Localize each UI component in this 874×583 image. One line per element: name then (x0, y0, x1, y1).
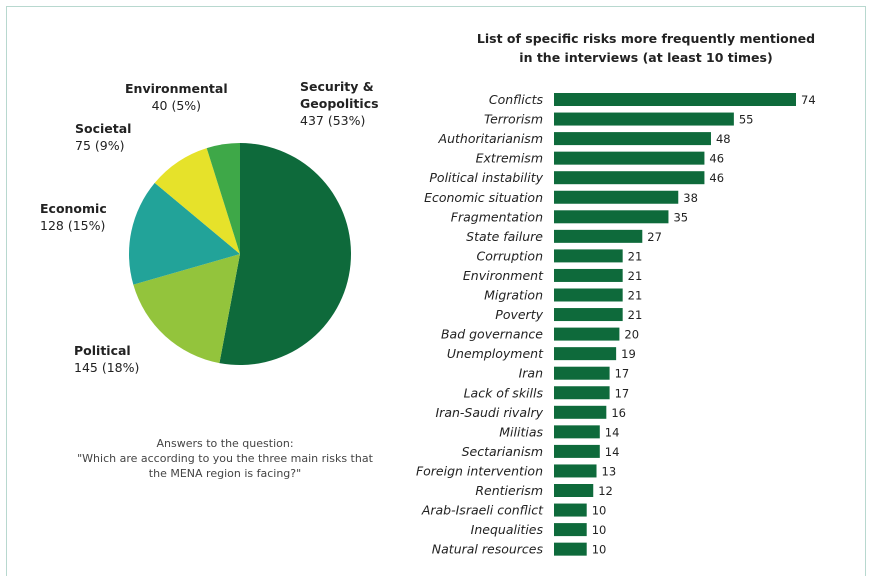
bar-value-corruption: 21 (628, 249, 643, 263)
bar-iran (554, 366, 610, 380)
label-political-value: 145 (18%) (74, 360, 140, 375)
pie-slice-security (219, 143, 351, 365)
bar-label-state-failure: State failure (466, 229, 543, 244)
bar-value-economic-situation: 38 (683, 191, 698, 205)
bar-label-inequalities: Inequalities (471, 522, 544, 537)
pie-slice-political (133, 254, 240, 364)
bar-value-iran: 17 (615, 367, 630, 381)
bar-value-natural-resources: 10 (592, 543, 607, 557)
bar-value-lack-of-skills: 17 (615, 386, 630, 400)
bar-arab-israeli-conflict (554, 503, 587, 517)
label-societal: Societal 75 (9%) (75, 120, 131, 154)
bar-value-extremism: 46 (709, 152, 724, 166)
bar-label-iran-saudi-rivalry: Iran-Saudi rivalry (436, 405, 544, 420)
bar-value-conflicts: 74 (801, 93, 816, 107)
bar-extremism (554, 151, 705, 165)
bar-label-conflicts: Conflicts (489, 92, 544, 107)
figure-frame (6, 6, 866, 576)
bar-value-unemployment: 19 (621, 347, 636, 361)
bar-label-migration: Migration (484, 288, 543, 303)
pie-slice-societal (154, 148, 240, 254)
bar-value-political-instability: 46 (709, 171, 724, 185)
bar-label-terrorism: Terrorism (484, 112, 543, 127)
bar-environment (554, 268, 623, 282)
bar-label-authoritarianism: Authoritarianism (438, 131, 543, 146)
bar-migration (554, 288, 623, 302)
bar-fragmentation (554, 210, 669, 224)
bar-value-militias: 14 (605, 425, 620, 439)
label-security-name: Security & Geopolitics (300, 79, 379, 111)
bar-label-iran: Iran (519, 366, 543, 381)
pie-slice-environmental (206, 143, 240, 254)
bar-label-unemployment: Unemployment (447, 346, 544, 361)
bar-label-corruption: Corruption (477, 248, 544, 263)
bar-label-foreign-intervention: Foreign intervention (416, 463, 543, 478)
bar-value-state-failure: 27 (647, 230, 662, 244)
bar-authoritarianism (554, 132, 711, 146)
bar-poverty (554, 308, 623, 322)
bar-militias (554, 425, 600, 439)
bar-label-militias: Militias (499, 424, 543, 439)
bar-label-rentierism: Rentierism (475, 483, 543, 498)
bar-value-migration: 21 (628, 289, 643, 303)
label-environmental: Environmental 40 (5%) (125, 80, 228, 114)
bar-rentierism (554, 484, 594, 497)
bar-label-bad-governance: Bad governance (441, 327, 543, 342)
bar-foreign-intervention (554, 464, 597, 478)
bar-value-environment: 21 (628, 269, 643, 283)
bar-value-arab-israeli-conflict: 10 (592, 504, 607, 518)
label-environmental-value: 40 (5%) (151, 98, 202, 113)
bar-iran-saudi-rivalry (554, 405, 607, 419)
label-environmental-name: Environmental (125, 81, 228, 96)
bar-label-political-instability: Political instability (429, 170, 543, 185)
bar-value-rentierism: 12 (598, 484, 613, 498)
bar-label-economic-situation: Economic situation (424, 190, 543, 205)
label-economic-name: Economic (40, 201, 107, 216)
bar-value-sectarianism: 14 (605, 445, 620, 459)
label-economic: Economic 128 (15%) (40, 200, 107, 234)
bar-conflicts (554, 93, 796, 106)
bar-value-iran-saudi-rivalry: 16 (611, 406, 626, 420)
pie-question-caption: Answers to the question: "Which are acco… (77, 437, 373, 480)
bar-value-inequalities: 10 (592, 523, 607, 537)
bar-label-extremism: Extremism (476, 151, 543, 166)
bar-value-poverty: 21 (628, 308, 643, 322)
label-security-value: 437 (53%) (300, 113, 366, 128)
label-societal-value: 75 (9%) (75, 138, 125, 153)
bar-economic-situation (554, 190, 679, 204)
bar-sectarianism (554, 444, 600, 458)
bar-label-lack-of-skills: Lack of skills (464, 385, 544, 400)
label-economic-value: 128 (15%) (40, 218, 106, 233)
bar-unemployment (554, 347, 617, 361)
bar-label-environment: Environment (463, 268, 544, 283)
bar-label-poverty: Poverty (495, 307, 543, 322)
bar-terrorism (554, 112, 734, 126)
bar-inequalities (554, 523, 587, 537)
bar-political-instability (554, 171, 705, 185)
label-societal-name: Societal (75, 121, 132, 136)
label-security: Security & Geopolitics 437 (53%) (300, 78, 379, 129)
bar-bad-governance (554, 327, 620, 341)
bar-natural-resources (554, 542, 587, 556)
bar-chart-title: List of specific risks more frequently m… (476, 31, 816, 65)
bar-label-sectarianism: Sectarianism (462, 444, 543, 459)
bar-value-bad-governance: 20 (624, 328, 639, 342)
bar-lack-of-skills (554, 386, 610, 400)
bar-value-fragmentation: 35 (673, 210, 688, 224)
bar-value-terrorism: 55 (739, 113, 754, 127)
pie-slice-economic (129, 182, 240, 285)
bar-label-fragmentation: Fragmentation (451, 209, 543, 224)
label-political: Political 145 (18%) (74, 342, 139, 376)
label-political-name: Political (74, 343, 131, 358)
bar-value-authoritarianism: 48 (716, 132, 731, 146)
bar-label-natural-resources: Natural resources (432, 542, 544, 557)
bar-label-arab-israeli-conflict: Arab-Israeli conflict (421, 503, 544, 518)
bar-value-foreign-intervention: 13 (602, 464, 617, 478)
bar-state-failure (554, 229, 643, 243)
bar-corruption (554, 249, 623, 263)
